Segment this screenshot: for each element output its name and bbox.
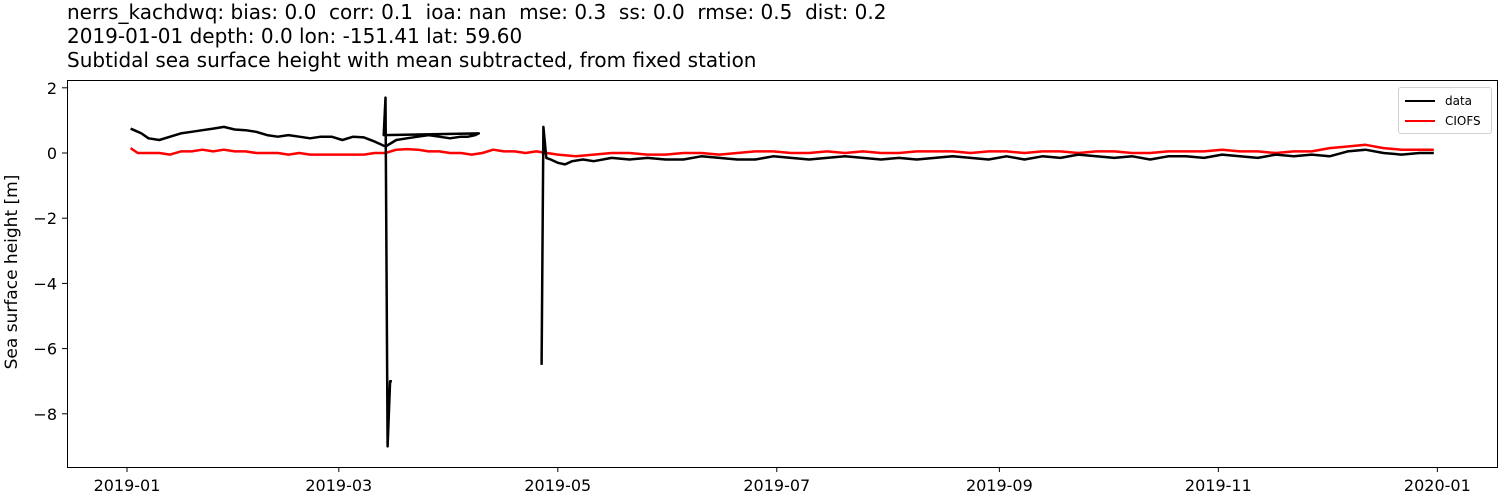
legend: data CIOFS (1398, 87, 1492, 134)
y-tick-label: 0 (47, 144, 57, 163)
title-line-description: Subtidal sea surface height with mean su… (67, 48, 757, 72)
series-line-data (130, 96, 481, 448)
legend-label-ciofs: CIOFS (1445, 114, 1481, 128)
title-line-stats: nerrs_kachdwq: bias: 0.0 corr: 0.1 ioa: … (67, 0, 887, 24)
series-line-ciofs (129, 143, 1434, 158)
y-tick-label: −8 (33, 405, 57, 424)
legend-swatch-data (1405, 100, 1435, 102)
x-tick-label: 2019-01 (94, 476, 161, 495)
series-layer (129, 96, 1434, 448)
title-line-location: 2019-01-01 depth: 0.0 lon: -151.41 lat: … (67, 24, 523, 48)
x-tick-label: 2019-07 (743, 476, 810, 495)
x-tick-label: 2019-05 (524, 476, 591, 495)
series-line-data (540, 125, 1434, 365)
x-axis-ticks: 2019-01 2019-03 2019-05 2019-07 2019-09 2019-… (94, 467, 1471, 495)
chart-title: nerrs_kachdwq: bias: 0.0 corr: 0.1 ioa: … (67, 0, 887, 72)
x-tick-label: 2019-09 (966, 476, 1033, 495)
legend-label-data: data (1445, 94, 1473, 108)
y-tick-label: −6 (33, 340, 57, 359)
x-tick-label: 2020-01 (1404, 476, 1471, 495)
legend-item-ciofs: CIOFS (1405, 114, 1481, 128)
y-tick-label: −4 (33, 274, 57, 293)
legend-item-data: data (1405, 94, 1472, 108)
y-axis-ticks: 2 0 −2 −4 −6 −8 (33, 79, 68, 424)
x-tick-label: 2019-03 (305, 476, 372, 495)
x-tick-label: 2019-11 (1185, 476, 1252, 495)
y-tick-label: 2 (47, 79, 57, 98)
y-tick-label: −2 (33, 209, 57, 228)
axes-frame (67, 80, 1498, 468)
legend-swatch-ciofs (1405, 120, 1435, 122)
